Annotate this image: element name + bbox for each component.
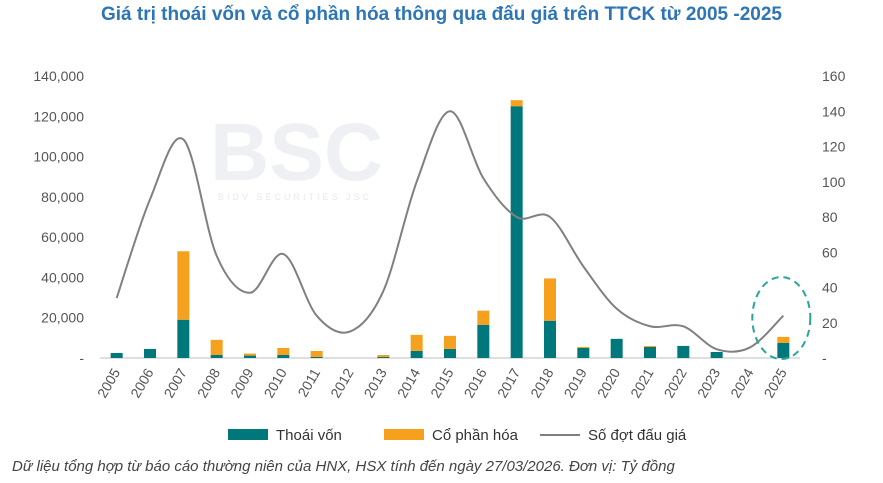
bar-co-phan-hoa: [544, 278, 556, 321]
y-right-tick-label: 160: [822, 68, 846, 84]
y-left-tick-label: 120,000: [33, 108, 84, 124]
x-tick-label: 2015: [427, 365, 457, 400]
y-right-tick-label: 120: [822, 139, 846, 155]
highlight-ellipse: [751, 276, 812, 360]
bar-thoai-von: [544, 320, 556, 358]
watermark-subtitle: BIDV SECURITIES JSC: [218, 192, 372, 202]
x-tick-label: 2016: [460, 365, 490, 400]
x-tick-label: 2006: [127, 365, 157, 400]
bar-co-phan-hoa: [310, 350, 323, 357]
x-tick-label: 2012: [327, 365, 357, 400]
bar-thoai-von: [444, 348, 456, 358]
bar-co-phan-hoa: [377, 354, 390, 357]
bars: [110, 100, 790, 358]
y-right-tick-label: 80: [822, 209, 838, 225]
y-right-tick-label: 40: [822, 280, 838, 296]
bar-co-phan-hoa: [277, 347, 290, 355]
x-tick-label: 2018: [527, 365, 557, 400]
y-left-tick-label: 60,000: [41, 229, 84, 245]
bar-co-phan-hoa: [510, 100, 523, 107]
bar-co-phan-hoa: [477, 310, 490, 325]
bar-thoai-von: [410, 350, 423, 358]
x-tick-label: 2024: [727, 365, 757, 400]
bar-thoai-von: [477, 324, 490, 358]
bar-thoai-von: [244, 355, 256, 358]
bar-co-phan-hoa: [577, 346, 590, 348]
chart-title: Giá trị thoái vốn và cổ phần hóa thông q…: [101, 4, 782, 25]
bar-thoai-von: [510, 106, 523, 358]
bar-co-phan-hoa: [244, 353, 256, 356]
bar-thoai-von: [777, 342, 790, 358]
bar-thoai-von: [310, 356, 323, 358]
bar-thoai-von: [377, 356, 390, 358]
x-tick-label: 2020: [594, 365, 624, 400]
bar-co-phan-hoa: [444, 335, 456, 349]
x-tick-label: 2021: [627, 365, 657, 400]
bar-co-phan-hoa: [177, 251, 190, 320]
bar-thoai-von: [210, 354, 223, 358]
x-tick-label: 2014: [394, 365, 424, 400]
watermark: BSC BIDV SECURITIES JSC: [210, 107, 383, 202]
y-left-tick-label: 20,000: [41, 310, 84, 326]
y-right-tick-label: -: [822, 350, 827, 366]
x-tick-label: 2013: [360, 365, 390, 400]
legend-swatch-thoai-von: [228, 429, 268, 440]
bar-co-phan-hoa: [777, 336, 790, 343]
x-tick-label: 2010: [260, 365, 290, 400]
line-so-dot-dau-gia: [115, 110, 785, 353]
x-tick-label: 2008: [194, 365, 224, 400]
x-tick-label: 2017: [494, 365, 524, 400]
bar-thoai-von: [677, 345, 690, 358]
x-tick-label: 2011: [294, 365, 323, 399]
bar-thoai-von: [277, 354, 290, 358]
x-tick-label: 2009: [227, 365, 257, 400]
bar-thoai-von: [610, 338, 623, 358]
bar-thoai-von: [177, 319, 190, 358]
bar-thoai-von: [110, 352, 123, 358]
y-left-tick-label: -: [79, 350, 84, 366]
x-tick-label: 2019: [560, 365, 590, 400]
legend-label-co-phan-hoa: Cổ phần hóa: [432, 427, 519, 444]
bar-co-phan-hoa: [410, 334, 423, 351]
bar-thoai-von: [644, 346, 656, 358]
y-left-tick-label: 40,000: [41, 269, 84, 285]
x-tick-label: 2022: [660, 365, 690, 400]
x-tick-label: 2023: [694, 365, 724, 400]
legend-label-thoai-von: Thoái vốn: [276, 427, 342, 444]
source-note: Dữ liệu tổng hợp từ báo cáo thường niên …: [12, 458, 675, 475]
axes: - 20,000 40,000 60,000 80,000 100,000 120,000 1…: [33, 68, 845, 400]
bar-thoai-von: [144, 348, 156, 358]
y-left-tick-label: 100,000: [33, 149, 84, 165]
y-left-tick-label: 140,000: [33, 68, 84, 84]
watermark-logo: BSC: [210, 107, 383, 198]
legend-swatch-co-phan-hoa: [384, 429, 424, 440]
bar-thoai-von: [710, 351, 723, 358]
y-right-tick-label: 20: [822, 315, 838, 331]
x-tick-label: 2005: [94, 365, 124, 400]
legend: Thoái vốn Cổ phần hóa Số đợt đấu giá: [228, 427, 687, 444]
x-tick-label: 2007: [160, 365, 190, 400]
bar-co-phan-hoa: [210, 339, 223, 355]
legend-label-so-dot: Số đợt đấu giá: [588, 427, 687, 444]
bar-co-phan-hoa: [644, 345, 656, 347]
y-right-tick-label: 140: [822, 103, 846, 119]
y-left-tick-label: 80,000: [41, 189, 84, 205]
highlight-2025: [751, 276, 812, 360]
bar-thoai-von: [577, 347, 590, 358]
line-series: [115, 110, 785, 353]
y-right-tick-label: 100: [822, 174, 846, 190]
x-tick-label: 2025: [760, 365, 790, 400]
y-right-tick-label: 60: [822, 244, 838, 260]
